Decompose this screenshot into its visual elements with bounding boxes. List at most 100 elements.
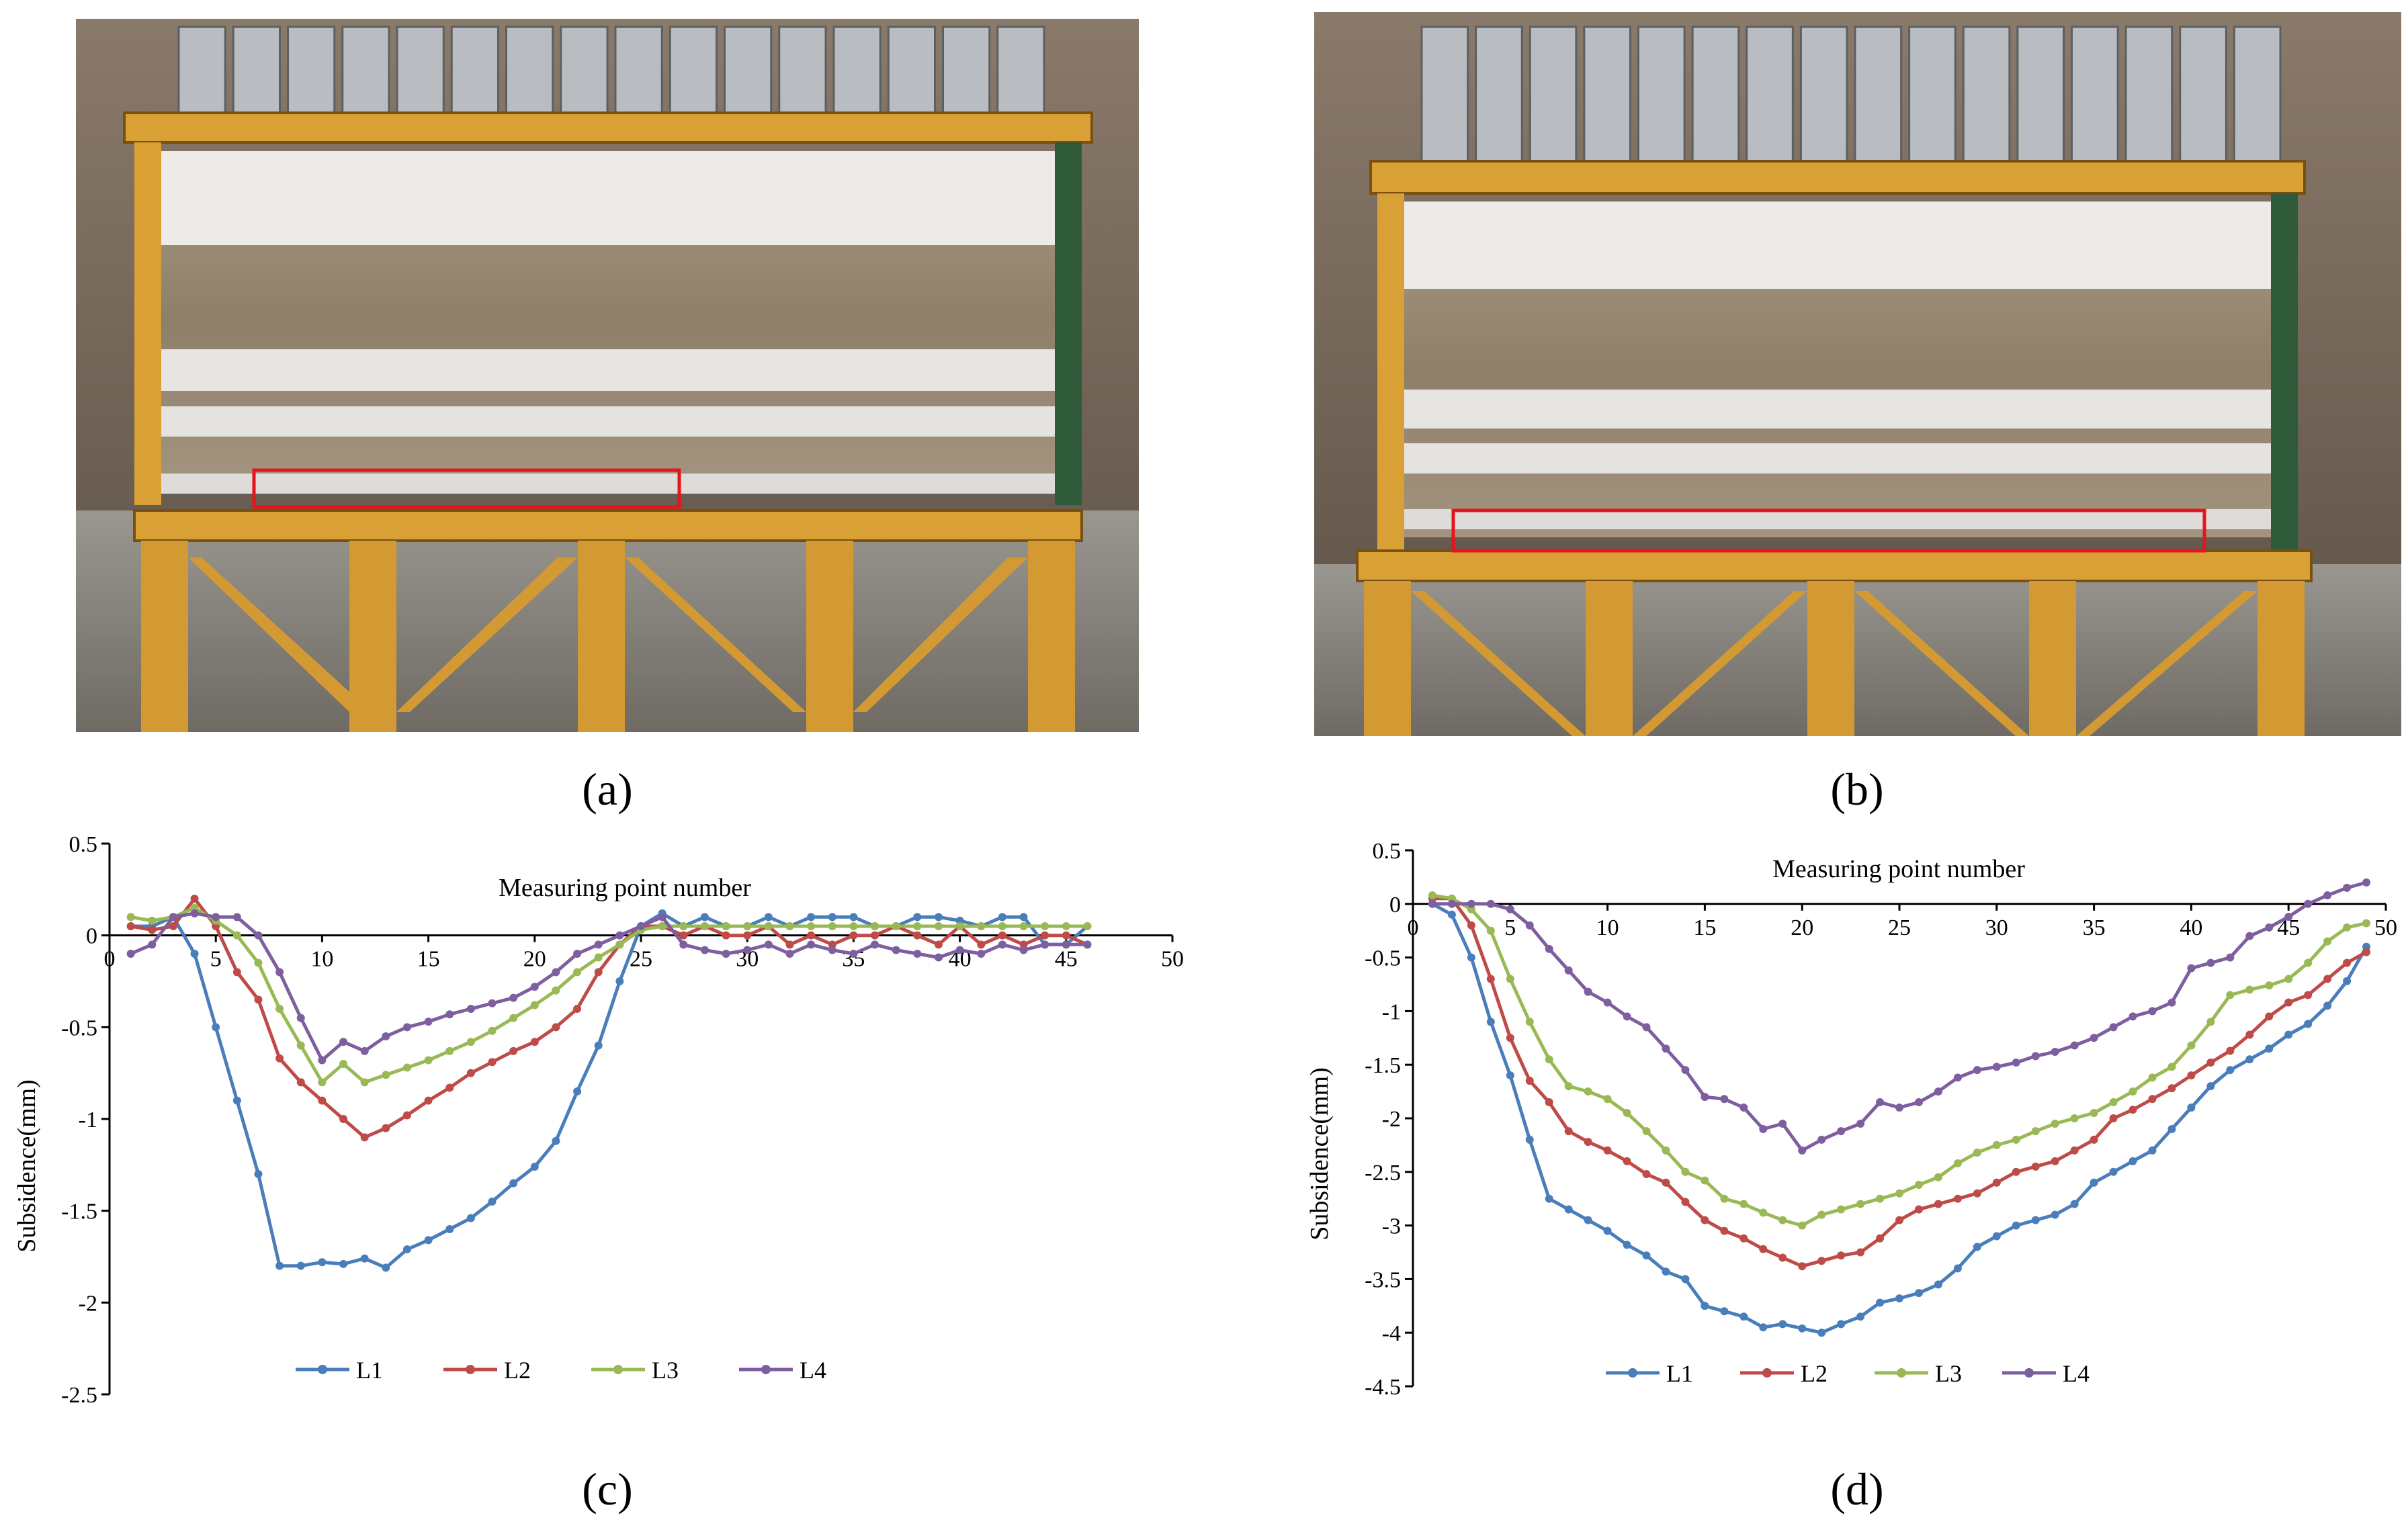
data-point-L2 [573, 1005, 582, 1013]
hydraulic-jack [2071, 26, 2119, 163]
y-tick-label: -4.5 [1365, 1375, 1401, 1400]
data-point-L2 [1506, 1034, 1514, 1042]
data-point-L2 [2284, 998, 2293, 1007]
photo-a-top-beam [123, 111, 1093, 144]
data-point-L2 [530, 1038, 539, 1046]
photo-a-left-post [134, 142, 161, 505]
data-point-L1 [275, 1261, 284, 1270]
data-point-L4 [764, 940, 773, 949]
data-point-L2 [743, 931, 752, 940]
data-point-L1 [1837, 1320, 1846, 1329]
data-point-L4 [382, 1032, 390, 1040]
data-point-L4 [1525, 921, 1534, 930]
data-point-L1 [445, 1225, 454, 1233]
data-point-L3 [2167, 1063, 2176, 1071]
data-point-L3 [1603, 1095, 1612, 1104]
photo-a-white-layer-3 [161, 406, 1055, 437]
data-point-L1 [2012, 1221, 2020, 1230]
data-point-L2 [509, 1046, 518, 1055]
data-point-L2 [254, 995, 263, 1004]
data-point-L1 [509, 1179, 518, 1187]
data-point-L3 [722, 922, 730, 930]
y-tick-label: -0.5 [1365, 946, 1401, 971]
data-point-L2 [126, 922, 135, 930]
photo-a-frame-legs [141, 541, 1075, 732]
data-point-L2 [1914, 1205, 1923, 1214]
data-point-L2 [1545, 1098, 1553, 1107]
data-point-L3 [1428, 891, 1436, 900]
data-point-L4 [700, 946, 709, 954]
data-point-L2 [2206, 1059, 2215, 1067]
photo-a-jacks [177, 26, 1045, 114]
data-point-L4 [955, 946, 964, 954]
y-tick-label: -1 [1382, 999, 1401, 1024]
chart-d-x-axis-title: Measuring point number [1772, 855, 2025, 883]
data-point-L4 [2128, 1012, 2137, 1021]
hydraulic-jack [1854, 26, 1903, 163]
data-point-L4 [1895, 1104, 1903, 1112]
legend-marker-L2 [466, 1365, 475, 1374]
data-point-L3 [743, 922, 752, 930]
data-point-L1 [424, 1236, 433, 1245]
photo-b-highlight-box [1451, 508, 2206, 553]
legend-marker-L1 [318, 1365, 327, 1374]
hydraulic-jack [1691, 26, 1740, 163]
chart-c-series [126, 895, 1092, 1272]
data-point-L3 [1019, 922, 1028, 930]
data-point-L3 [1720, 1194, 1729, 1203]
data-point-L4 [2284, 912, 2293, 921]
data-point-L4 [1856, 1119, 1865, 1128]
photo-b-right-post [2271, 193, 2298, 556]
data-point-L2 [722, 931, 730, 940]
data-point-L3 [509, 1014, 518, 1022]
data-point-L1 [700, 913, 709, 922]
data-point-L2 [2148, 1095, 2157, 1104]
data-point-L3 [1662, 1146, 1670, 1155]
data-point-L3 [466, 1038, 475, 1046]
data-point-L4 [1914, 1098, 1923, 1107]
data-point-L4 [2031, 1052, 2040, 1061]
data-point-L2 [488, 1058, 497, 1067]
data-point-L4 [424, 1018, 433, 1026]
data-point-L2 [871, 931, 879, 940]
data-point-L1 [998, 913, 1006, 922]
data-point-L1 [764, 913, 773, 922]
data-point-L1 [1584, 1216, 1592, 1224]
data-point-L1 [552, 1136, 560, 1145]
data-point-L3 [1681, 1167, 1690, 1176]
hydraulic-jack [1908, 26, 1956, 163]
x-tick-label: 50 [1161, 947, 1184, 972]
x-tick-label: 5 [1504, 915, 1516, 940]
data-point-L3 [296, 1041, 305, 1050]
data-point-L3 [1778, 1216, 1787, 1224]
data-point-L2 [1992, 1178, 2001, 1187]
y-tick-label: -0.5 [61, 1016, 97, 1040]
data-point-L3 [658, 922, 666, 930]
data-point-L1 [1778, 1320, 1787, 1329]
data-point-L2 [998, 931, 1006, 940]
y-tick-label: -4 [1382, 1321, 1401, 1346]
data-point-L2 [190, 895, 199, 903]
x-tick-label: 5 [210, 947, 222, 972]
data-point-L2 [2187, 1071, 2196, 1080]
data-point-L4 [658, 913, 666, 922]
data-point-L4 [1447, 899, 1456, 908]
data-point-L4 [2304, 899, 2313, 908]
data-point-L1 [2128, 1157, 2137, 1165]
data-point-L3 [977, 922, 986, 930]
hydraulic-jack [996, 26, 1045, 114]
data-point-L2 [2031, 1162, 2040, 1171]
data-point-L2 [2226, 1046, 2235, 1055]
data-point-L4 [1642, 1023, 1651, 1032]
data-point-L1 [2051, 1210, 2059, 1219]
data-point-L1 [1623, 1241, 1631, 1249]
data-point-L4 [594, 940, 603, 949]
data-point-L1 [1681, 1275, 1690, 1284]
data-point-L3 [445, 1046, 454, 1055]
x-tick-label: 15 [417, 947, 440, 972]
hydraulic-jack [724, 26, 773, 114]
data-point-L4 [722, 950, 730, 958]
hydraulic-jack [287, 26, 336, 114]
x-tick-label: 0 [104, 947, 116, 972]
x-tick-label: 35 [2083, 915, 2106, 940]
